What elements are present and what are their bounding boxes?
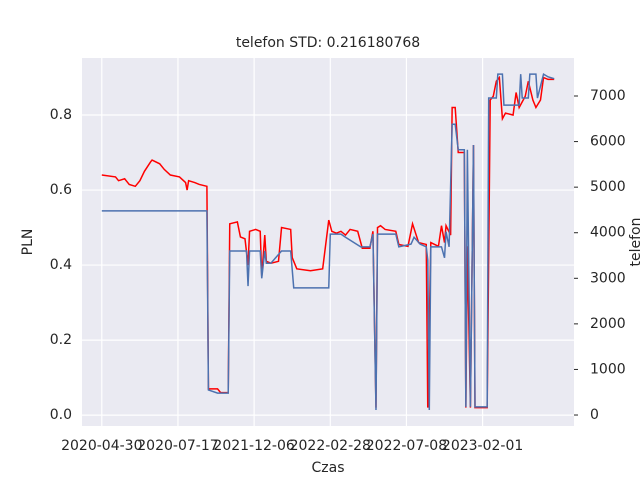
- y2-tick-label: 7000: [590, 88, 626, 104]
- y-tick-label: 0.4: [50, 257, 72, 273]
- chart-title: telefon STD: 0.216180768: [236, 35, 420, 51]
- x-tick-label: 2022-02-28: [290, 438, 371, 454]
- y2-tick-label: 3000: [590, 270, 626, 286]
- plot-area: [82, 58, 574, 426]
- y-tick-label: 0.2: [50, 332, 72, 348]
- x-tick-label: 2020-04-30: [61, 438, 142, 454]
- y2-tick-label: 1000: [590, 361, 626, 377]
- data-line: [101, 72, 555, 411]
- x-axis-label: Czas: [312, 460, 345, 476]
- y-tick-label: 0.8: [50, 107, 72, 123]
- x-tick-label: 2020-07-17: [137, 438, 218, 454]
- y2-tick-label: 6000: [590, 134, 626, 150]
- y-axis-label: PLN: [20, 229, 36, 256]
- y2-tick-label: 2000: [590, 316, 626, 332]
- y-tick-label: 0.0: [50, 407, 72, 423]
- y2-axis-label: telefon: [628, 218, 640, 267]
- x-tick-label: 2023-02-01: [442, 438, 523, 454]
- data-line: [101, 75, 555, 409]
- y-tick-label: 0.6: [50, 182, 72, 198]
- y2-tick-label: 4000: [590, 225, 626, 241]
- y2-tick-label: 0: [590, 407, 599, 423]
- x-tick-label: 2022-07-08: [366, 438, 447, 454]
- y2-tick-label: 5000: [590, 179, 626, 195]
- x-tick-label: 2021-12-06: [213, 438, 294, 454]
